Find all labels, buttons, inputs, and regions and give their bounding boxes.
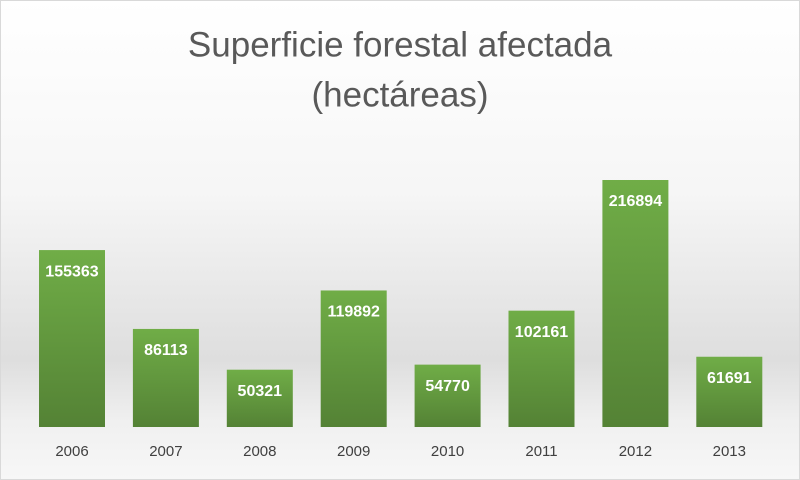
data-label: 86113 <box>144 342 188 359</box>
bar <box>39 250 105 427</box>
data-label: 102161 <box>515 324 568 341</box>
data-label: 61691 <box>707 370 752 387</box>
data-label: 216894 <box>609 193 662 210</box>
data-label: 119892 <box>327 304 380 321</box>
bar <box>320 290 387 427</box>
data-label: 54770 <box>425 378 470 395</box>
bar <box>696 356 763 427</box>
bar <box>226 369 293 427</box>
bar <box>414 364 481 427</box>
x-tick-label: 2007 <box>149 443 182 460</box>
bar <box>132 328 199 427</box>
x-tick-label: 2010 <box>431 443 464 460</box>
bar <box>508 310 575 427</box>
x-tick-label: 2008 <box>243 443 276 460</box>
chart-title: Superficie forestal afectada <box>188 25 613 64</box>
chart-title: (hectáreas) <box>311 75 488 114</box>
x-tick-label: 2009 <box>337 443 370 460</box>
data-label: 155363 <box>45 263 98 280</box>
x-tick-label: 2011 <box>525 443 557 460</box>
x-tick-label: 2012 <box>619 443 652 460</box>
x-tick-label: 2013 <box>713 443 746 460</box>
bar <box>602 180 669 427</box>
x-tick-label: 2006 <box>55 443 88 460</box>
data-label: 50321 <box>238 383 283 400</box>
